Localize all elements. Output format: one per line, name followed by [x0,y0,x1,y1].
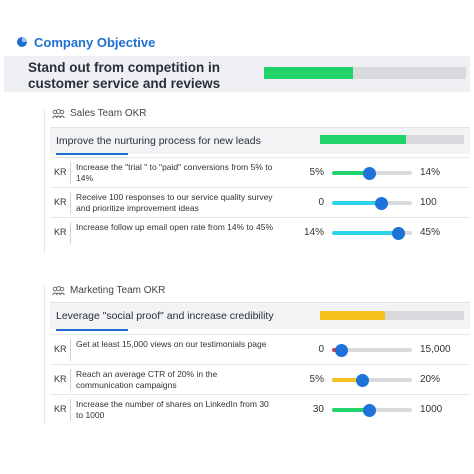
kr-text: Increase the number of shares on LinkedI… [76,399,269,420]
kr-row[interactable]: KR Reach an average CTR of 20% in the com… [50,364,470,395]
kr-progress-fill [332,231,399,235]
kr-start-value: 5% [309,374,324,385]
kr-separator [70,222,71,244]
kr-progress-fill [332,408,370,412]
sales-section-divider [44,108,45,254]
kr-tag: KR [54,374,67,384]
kr-tag: KR [54,227,67,237]
kr-separator [70,162,71,184]
marketing-okr-title: Leverage "social proof" and increase cre… [56,310,274,322]
marketing-okr-progress-bar [320,311,464,320]
kr-progress-fill [332,171,370,175]
kr-progress-slider[interactable] [332,166,412,180]
pie-chart-icon [17,37,27,47]
kr-start-value: 14% [303,227,324,238]
kr-progress-slider[interactable] [332,343,412,357]
marketing-okr-underline [56,329,128,331]
kr-separator [70,369,71,391]
kr-start-value: 5% [309,167,324,178]
marketing-team-okr-label: Marketing Team OKR [52,285,165,296]
kr-text: Increase follow up email open rate from … [76,222,274,232]
team-icon [52,108,65,118]
company-objective-progress-fill [264,67,353,79]
team-icon [52,285,65,295]
kr-target-value: 14% [420,167,441,178]
kr-text: Receive 100 responses to our service qua… [76,192,273,213]
kr-slider-handle[interactable] [355,373,369,387]
kr-slider-handle[interactable] [391,226,405,240]
kr-target-value: 20% [420,374,441,385]
kr-row[interactable]: KR Increase the "trial " to "paid" conver… [50,157,470,188]
kr-target-value: 45% [420,227,441,238]
sales-okr-progress-bar [320,135,464,144]
kr-slider-handle[interactable] [363,166,377,180]
kr-progress-slider[interactable] [332,403,412,417]
sales-okr-progress-fill [320,135,407,144]
kr-start-value: 0 [318,344,324,355]
kr-slider-handle[interactable] [363,403,377,417]
kr-text: Increase the "trial " to "paid" conversi… [76,162,273,183]
marketing-section-divider [44,284,45,424]
sales-okr-title: Improve the nurturing process for new le… [56,135,261,147]
marketing-okr-progress-fill [320,311,385,320]
kr-progress-fill [332,378,363,382]
company-objective-title: Company Objective [34,34,156,50]
kr-slider-handle[interactable] [335,343,349,357]
company-objective-header: Company Objective [16,32,155,52]
marketing-team-okr-title: Marketing Team OKR [70,285,166,296]
kr-text: Get at least 15,000 views on our testimo… [76,339,267,349]
sales-okr-underline [56,153,128,155]
kr-separator [70,192,71,214]
kr-progress-slider[interactable] [332,196,412,210]
kr-progress-slider[interactable] [332,373,412,387]
kr-tag: KR [54,167,67,177]
kr-progress-fill [332,201,382,205]
kr-row[interactable]: KR Receive 100 responses to our service q… [50,187,470,218]
kr-tag: KR [54,344,67,354]
sales-team-okr-label: Sales Team OKR [52,108,147,119]
kr-row[interactable]: KR Increase follow up email open rate fro… [50,217,470,248]
marketing-okr-row[interactable]: Leverage "social proof" and increase cre… [50,302,470,329]
sales-okr-row[interactable]: Improve the nurturing process for new le… [50,127,470,154]
company-objective-text: Stand out from competition in customer s… [28,60,221,91]
kr-start-value: 30 [312,404,324,415]
kr-start-value: 0 [318,197,324,208]
kr-separator [70,339,71,361]
kr-tag: KR [54,197,67,207]
kr-row[interactable]: KR Get at least 15,000 views on our testi… [50,334,470,365]
kr-text: Reach an average CTR of 20% in the commu… [76,369,218,390]
kr-target-value: 100 [420,197,437,208]
kr-progress-slider[interactable] [332,226,412,240]
company-objective-progress-bar [264,67,466,79]
kr-target-value: 15,000 [420,344,451,355]
kr-separator [70,399,71,421]
kr-tag: KR [54,404,67,414]
kr-slider-handle[interactable] [375,196,389,210]
kr-target-value: 1000 [420,404,443,415]
sales-team-okr-title: Sales Team OKR [70,108,147,119]
kr-row[interactable]: KR Increase the number of shares on Linke… [50,394,470,425]
